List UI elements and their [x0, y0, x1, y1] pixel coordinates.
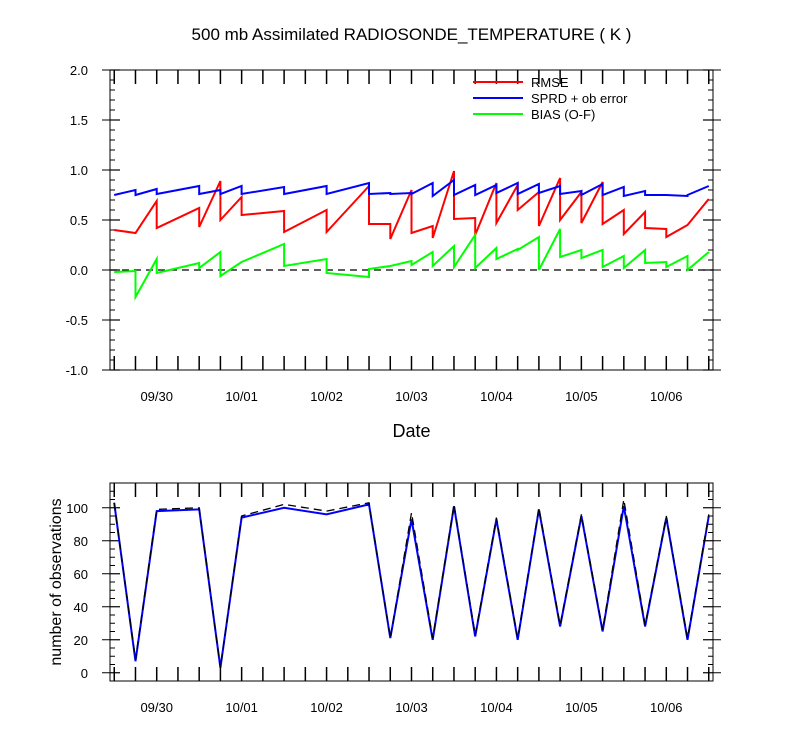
y-axis-label: number of observations: [48, 498, 65, 665]
legend-label-bias-o-f: BIAS (O-F): [531, 107, 595, 122]
bottom-y-tick-label: 20: [74, 633, 88, 648]
bottom-x-tick-label: 10/02: [310, 700, 343, 715]
top-y-tick-label: -1.0: [66, 363, 88, 378]
top-x-tick-label: 10/04: [480, 389, 513, 404]
bottom-y-tick-label: 60: [74, 567, 88, 582]
top-series-rmse-line: [114, 170, 710, 240]
bottom-y-tick-label: 80: [74, 534, 88, 549]
top-x-tick-label: 10/01: [225, 389, 258, 404]
top-x-tick-label: 10/03: [395, 389, 428, 404]
top-x-tick-label: 10/02: [310, 389, 343, 404]
top-series-bias-o-f-line: [114, 228, 710, 301]
x-axis-label: Date: [392, 421, 430, 441]
top-x-tick-label: 09/30: [140, 389, 173, 404]
bottom-y-tick-label: 40: [74, 600, 88, 615]
bottom-series-observations-possible-line: [113, 499, 710, 668]
chart-title: 500 mb Assimilated RADIOSONDE_TEMPERATUR…: [192, 25, 632, 44]
top-x-tick-label: 10/06: [650, 389, 683, 404]
bottom-x-tick-label: 10/05: [565, 700, 598, 715]
bottom-x-tick-label: 10/06: [650, 700, 683, 715]
top-y-tick-label: 1.0: [70, 163, 88, 178]
top-x-tick-label: 10/05: [565, 389, 598, 404]
top-y-tick-label: 0.5: [70, 213, 88, 228]
bottom-y-tick-label: 0: [81, 666, 88, 681]
top-y-tick-label: -0.5: [66, 313, 88, 328]
bottom-x-tick-label: 09/30: [140, 700, 173, 715]
bottom-x-tick-label: 10/04: [480, 700, 513, 715]
top-y-tick-label: 2.0: [70, 63, 88, 78]
top-y-tick-label: 0.0: [70, 263, 88, 278]
bottom-x-tick-label: 10/01: [225, 700, 258, 715]
legend-label-sprd-ob-error: SPRD + ob error: [531, 91, 628, 106]
legend-label-rmse: RMSE: [531, 75, 569, 90]
top-series-sprd-ob-error-line: [113, 177, 710, 199]
bottom-x-tick-label: 10/03: [395, 700, 428, 715]
bottom-y-tick-label: 100: [66, 501, 88, 516]
top-y-tick-label: 1.5: [70, 113, 88, 128]
